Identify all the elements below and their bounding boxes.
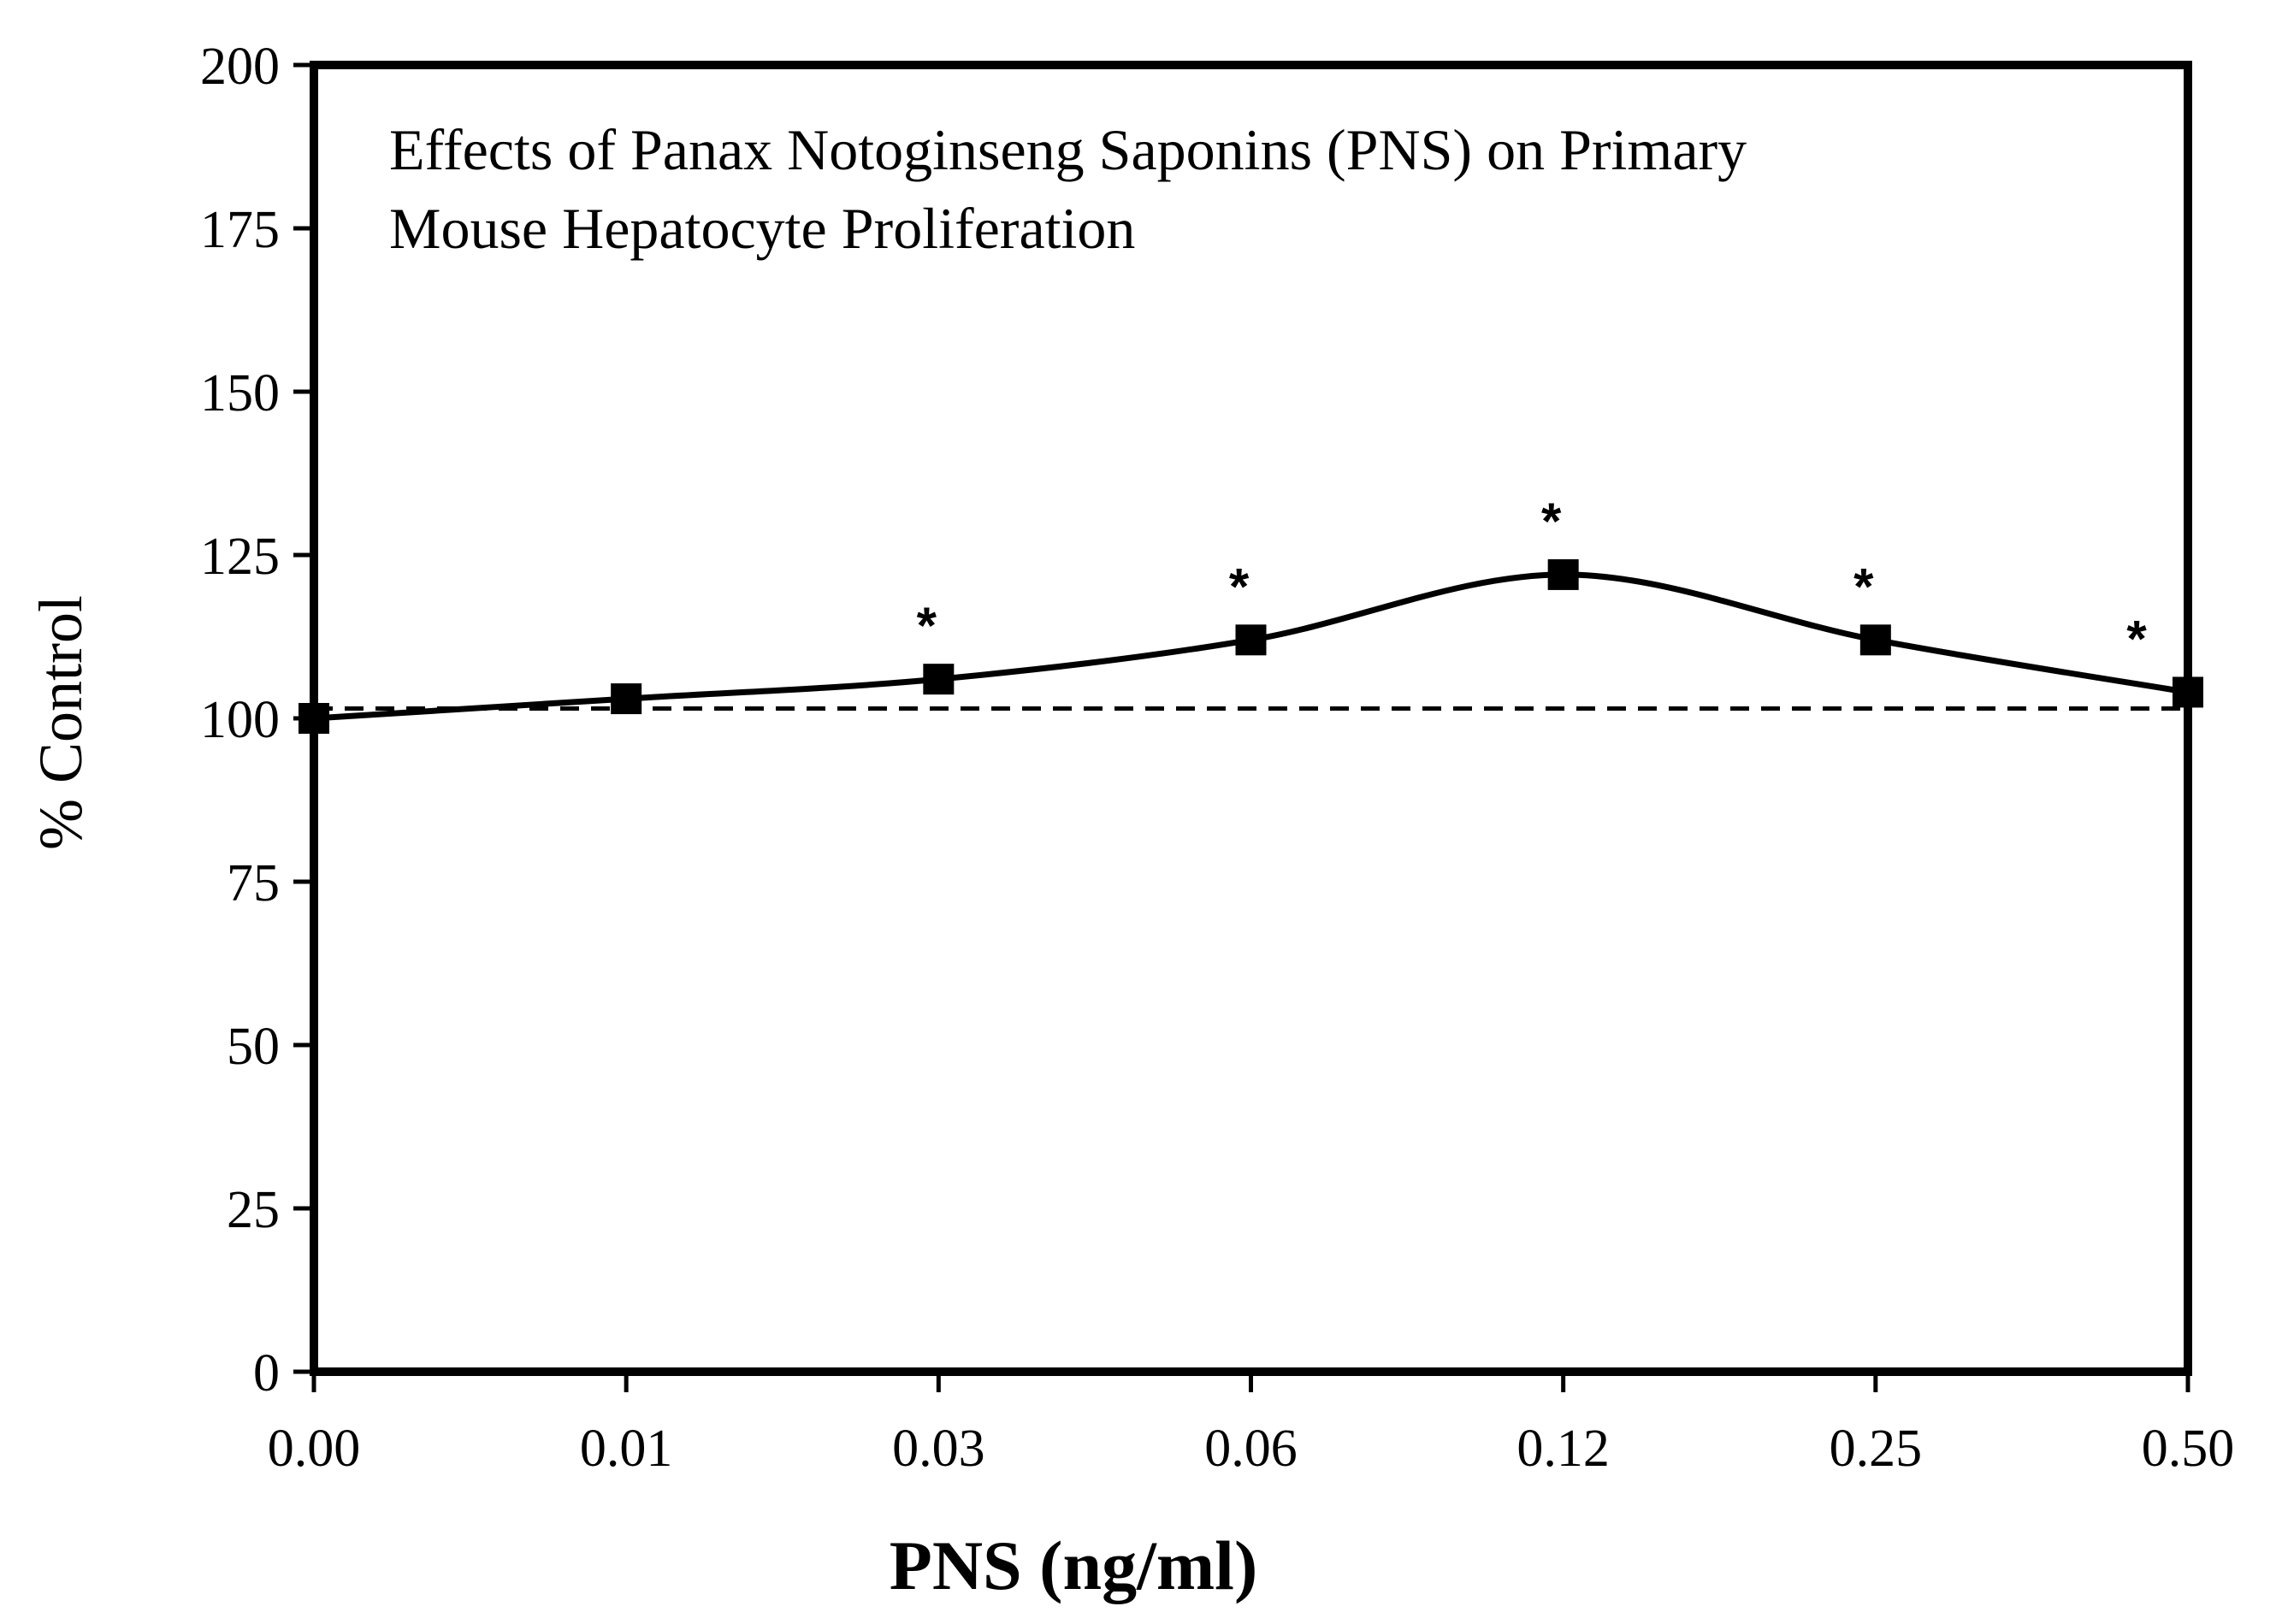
y-tick-label: 75 — [227, 854, 280, 912]
y-tick-label: 150 — [200, 364, 280, 422]
y-tick-label: 125 — [200, 528, 280, 586]
plot-frame — [310, 61, 2192, 1376]
data-point-marker — [923, 664, 955, 695]
y-axis-title: % Control — [27, 595, 95, 850]
data-point-marker — [299, 703, 329, 734]
significance-marker: * — [1853, 558, 1874, 615]
x-axis-title: PNS (ng/ml) — [890, 1527, 1258, 1604]
plot-area: 0 25 50 75 100 125 150 175 200 0.00 0.01 0.03 0.06 0.… — [200, 38, 2234, 1478]
x-tick-label: 0.12 — [1516, 1420, 1610, 1478]
x-tick-label: 0.00 — [268, 1420, 361, 1478]
y-tick-label: 0 — [253, 1344, 280, 1403]
x-tick-label: 0.01 — [580, 1420, 673, 1478]
chart-title-line-2: Mouse Hepatocyte Proliferation — [389, 196, 1135, 261]
significance-marker: * — [917, 597, 937, 654]
x-tick-label: 0.25 — [1830, 1420, 1923, 1478]
significance-marker: * — [1229, 558, 1250, 615]
x-tick-label: 0.06 — [1204, 1420, 1298, 1478]
x-tick-label: 0.50 — [2142, 1420, 2235, 1478]
chart-title-line-1: Effects of Panax Notoginseng Saponins (P… — [389, 117, 1747, 182]
y-tick-label: 200 — [200, 38, 280, 96]
significance-marker: * — [2126, 610, 2147, 667]
y-tick-label: 50 — [227, 1018, 280, 1076]
data-point-marker — [1859, 624, 1891, 656]
data-point-marker — [1547, 558, 1579, 590]
y-tick-label: 100 — [200, 691, 280, 749]
data-point-marker — [611, 683, 642, 715]
y-tick-label: 175 — [200, 201, 280, 259]
data-point-marker — [1235, 624, 1267, 656]
y-tick-label: 25 — [227, 1181, 280, 1239]
x-tick-label: 0.03 — [892, 1420, 985, 1478]
data-point-marker — [2173, 676, 2203, 708]
significance-marker: * — [1541, 493, 1562, 550]
